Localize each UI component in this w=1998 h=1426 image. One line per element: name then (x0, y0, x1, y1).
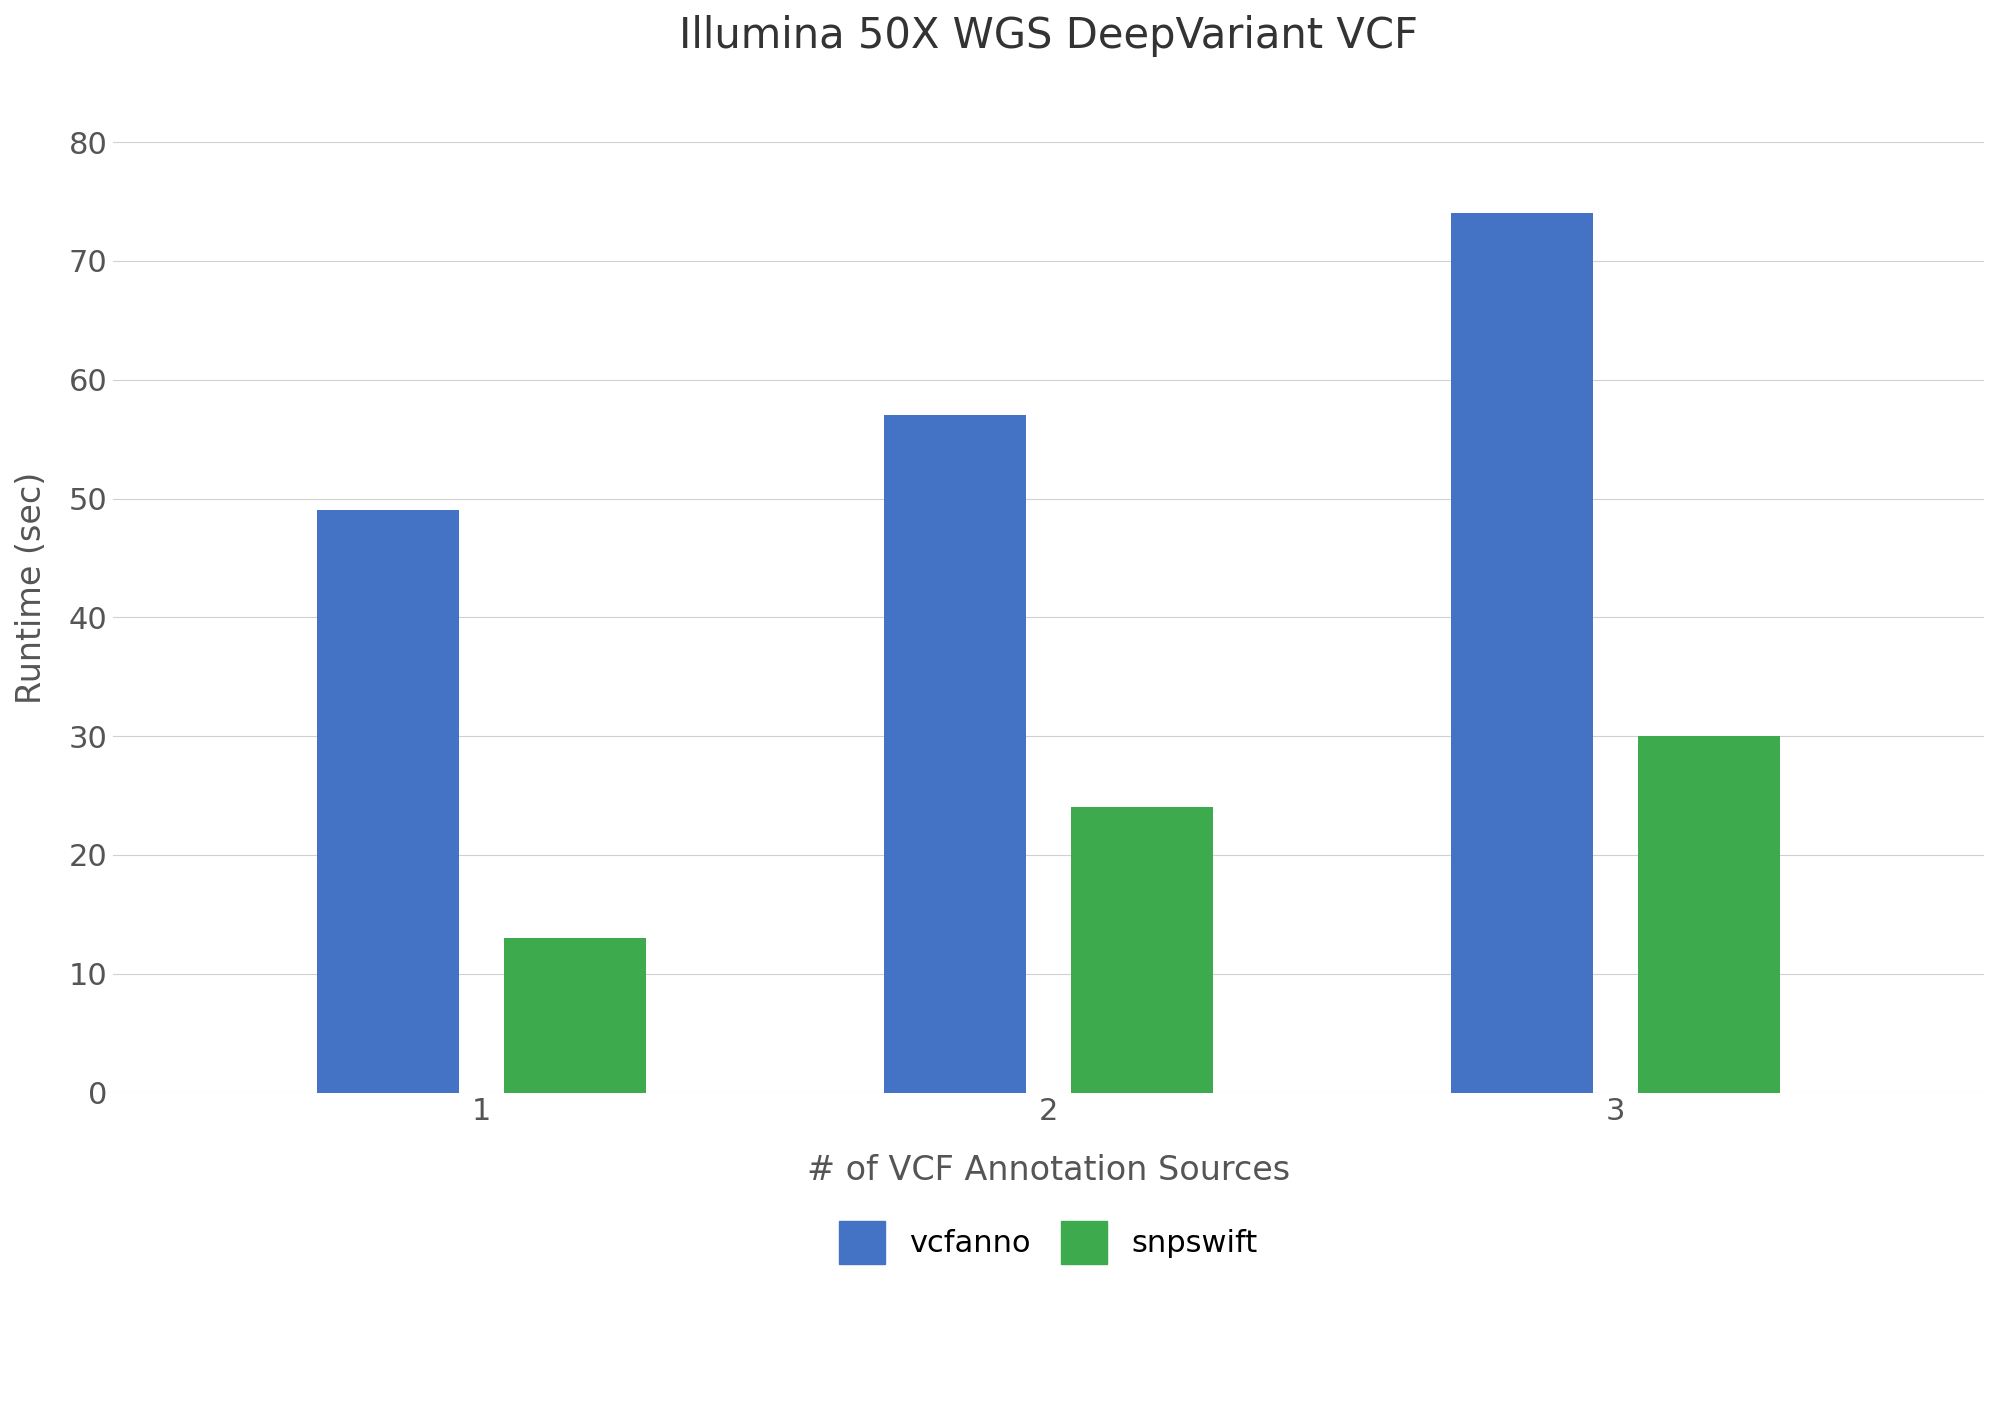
Bar (316, 511, 458, 1092)
Bar (1071, 807, 1213, 1092)
Y-axis label: Runtime (sec): Runtime (sec) (16, 472, 48, 704)
X-axis label: # of VCF Annotation Sources: # of VCF Annotation Sources (807, 1154, 1289, 1188)
Bar (883, 415, 1025, 1092)
Bar (1636, 736, 1778, 1092)
Legend: vcfanno, snpswift: vcfanno, snpswift (823, 1205, 1273, 1279)
Bar (503, 938, 645, 1092)
Bar (1451, 214, 1592, 1092)
Title: Illumina 50X WGS DeepVariant VCF: Illumina 50X WGS DeepVariant VCF (679, 16, 1417, 57)
